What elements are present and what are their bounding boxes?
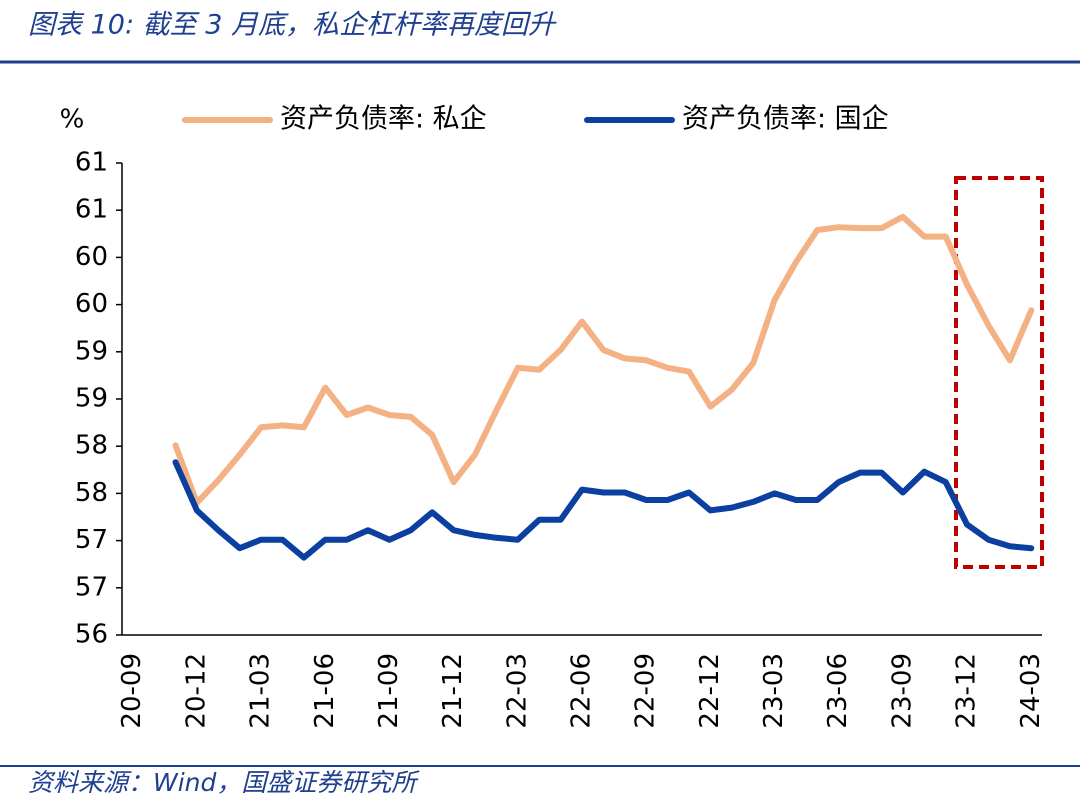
x-tick-label: 23-03 <box>759 653 789 729</box>
x-tick-label: 22-09 <box>631 653 661 729</box>
x-tick-label: 23-06 <box>823 653 853 729</box>
y-tick-label: 60 <box>75 242 108 272</box>
x-tick-label: 21-06 <box>310 653 340 729</box>
y-tick-label: 60 <box>75 289 108 319</box>
x-tick-label: 24-03 <box>1016 653 1046 729</box>
x-tick-label: 23-09 <box>887 653 917 729</box>
y-tick-label: 61 <box>75 195 108 225</box>
y-tick-label: 59 <box>75 384 108 414</box>
highlight-box <box>954 176 1044 569</box>
x-tick-label: 21-03 <box>246 653 276 729</box>
y-unit: % <box>60 105 85 135</box>
x-tick-label: 22-06 <box>567 653 597 729</box>
x-tick-label: 22-03 <box>502 653 532 729</box>
source: 资料来源：Wind，国盛证券研究所 <box>28 768 420 797</box>
y-tick-label: 57 <box>75 525 108 555</box>
x-tick-label: 23-12 <box>952 653 982 729</box>
x-tick-label: 20-09 <box>117 653 147 729</box>
y-tick-label: 58 <box>75 431 108 461</box>
y-tick-label: 57 <box>75 572 108 602</box>
line-series <box>172 459 1035 561</box>
line-series <box>172 213 1035 506</box>
x-tick-label: 21-09 <box>374 653 404 729</box>
y-tick-label: 61 <box>75 148 108 178</box>
x-tick-label: 20-12 <box>181 653 211 729</box>
y-tick-label: 59 <box>75 336 108 366</box>
y-tick-label: 56 <box>75 620 108 650</box>
legend-label: 资产负债率: 国企 <box>682 104 889 135</box>
y-tick-label: 58 <box>75 478 108 508</box>
x-tick-label: 22-12 <box>695 653 725 729</box>
legend-label: 资产负债率: 私企 <box>280 104 487 135</box>
chart-title: 图表 10: 截至 3 月底，私企杠杆率再度回升 <box>28 10 557 41</box>
x-tick-label: 21-12 <box>438 653 468 729</box>
